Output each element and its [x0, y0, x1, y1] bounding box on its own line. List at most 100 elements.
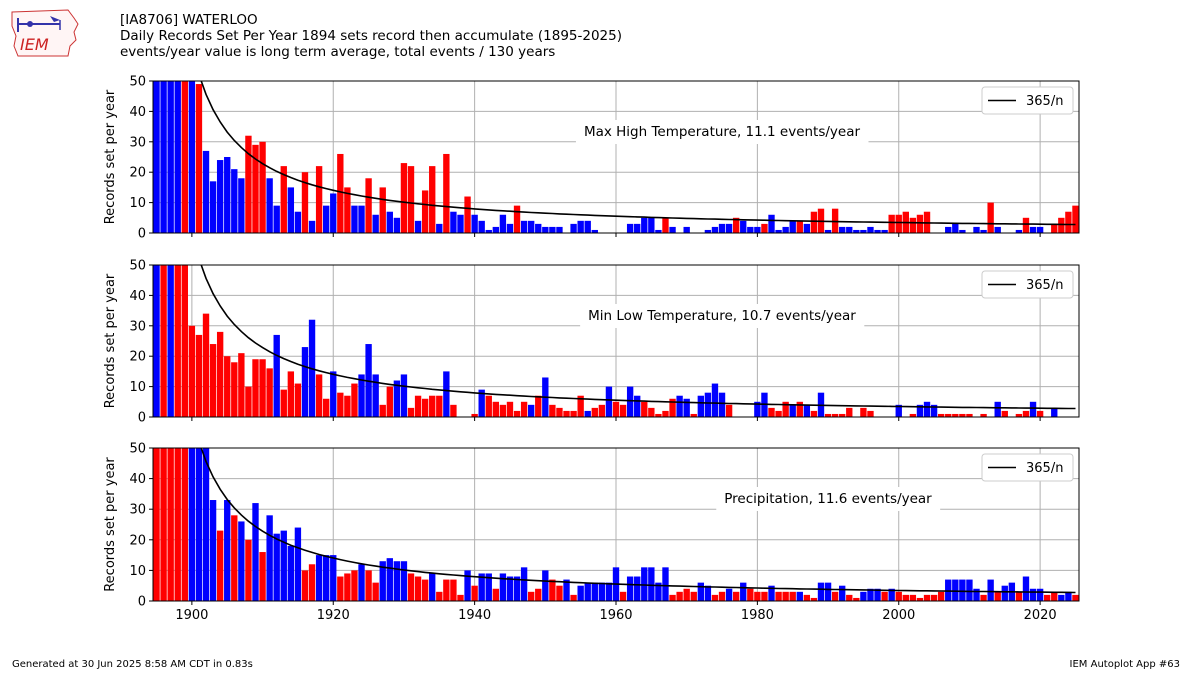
bar-1966: [655, 582, 662, 601]
x-tick-label: 1960: [599, 608, 632, 623]
bar-2019: [1029, 226, 1037, 233]
bar-2004: [923, 401, 931, 417]
legend-label: 365/n: [1026, 94, 1063, 109]
bar-1995: [860, 591, 867, 601]
panel-3: 0 10 20 30 40 50 1900 1920 1940 1960 1980 2000 2020 R…: [103, 442, 1080, 623]
bar-1976: [725, 404, 733, 417]
bar-2025: [1072, 594, 1079, 601]
bar-1920: [330, 555, 337, 601]
reference-curve: [200, 448, 1076, 594]
bar-2014: [994, 226, 1001, 233]
bar-2020: [1036, 226, 1044, 233]
bar-1916: [301, 570, 309, 601]
bar-1992: [839, 226, 846, 233]
bar-1962: [626, 386, 634, 417]
bar-1938: [457, 214, 464, 233]
panel-annotation: Max High Temperature, 11.1 events/year: [584, 124, 861, 140]
y-tick-label: 10: [129, 380, 146, 395]
y-tick-label: 30: [129, 319, 146, 334]
bar-1976: [725, 223, 733, 233]
bar-1984: [782, 591, 789, 601]
bar-1959: [605, 582, 613, 601]
bar-1999: [888, 588, 895, 601]
bar-1964: [641, 217, 648, 233]
bar-1928: [386, 211, 393, 233]
bar-1983: [775, 410, 782, 417]
bar-1927: [379, 561, 386, 601]
bar-1967: [662, 567, 669, 601]
bar-1987: [803, 404, 811, 417]
bar-1990: [824, 582, 832, 601]
bar-1896: [160, 448, 167, 601]
bar-1987: [803, 223, 811, 233]
bar-2006: [937, 591, 945, 601]
bar-1979: [747, 588, 754, 601]
bar-1924: [358, 374, 365, 417]
bar-1904: [216, 530, 224, 601]
bar-1917: [308, 220, 316, 233]
bar-2009: [959, 229, 966, 233]
bar-1954: [570, 594, 577, 601]
bar-1957: [591, 407, 598, 417]
bar-1929: [393, 380, 401, 417]
bar-1968: [669, 226, 676, 233]
bar-2024: [1065, 591, 1072, 601]
bar-1926: [372, 582, 379, 601]
y-axis-label: Records set per year: [103, 457, 118, 592]
bar-1897: [167, 265, 174, 417]
bar-1977: [732, 591, 740, 601]
bar-1915: [294, 383, 302, 417]
bar-1981: [761, 591, 768, 601]
bar-1986: [796, 220, 803, 233]
bar-1983: [775, 229, 782, 233]
bar-1908: [245, 386, 252, 417]
app-id: IEM Autoplot App #63: [1069, 659, 1180, 670]
bar-1895: [153, 448, 160, 601]
bar-1966: [655, 229, 662, 233]
bar-1935: [436, 223, 443, 233]
bar-2020: [1036, 588, 1044, 601]
bar-2002: [909, 594, 917, 601]
bar-1913: [280, 166, 287, 233]
y-tick-label: 40: [129, 289, 146, 304]
bar-1996: [867, 588, 874, 601]
bar-1921: [337, 576, 344, 601]
bar-1898: [174, 448, 181, 601]
generated-timestamp: Generated at 30 Jun 2025 8:58 AM CDT in …: [12, 659, 253, 670]
bar-1997: [874, 229, 881, 233]
bar-1923: [351, 205, 358, 233]
bar-1961: [619, 404, 627, 417]
bar-1949: [535, 223, 542, 233]
bar-1910: [259, 141, 266, 233]
bar-2022: [1051, 223, 1058, 233]
bar-2001: [902, 594, 909, 601]
bar-1946: [513, 410, 521, 417]
bar-1953: [563, 579, 570, 601]
bar-1956: [584, 220, 591, 233]
bar-1984: [782, 226, 789, 233]
bar-1945: [506, 223, 514, 233]
bar-1982: [768, 585, 775, 601]
bar-1907: [238, 178, 245, 233]
bar-1922: [344, 187, 351, 233]
bar-1938: [457, 594, 464, 601]
bar-2017: [1015, 413, 1023, 417]
bar-1983: [775, 591, 782, 601]
y-tick-label: 20: [129, 350, 146, 365]
bar-1913: [280, 530, 287, 601]
bar-1915: [294, 527, 302, 601]
bar-2020: [1036, 410, 1044, 417]
bar-1991: [831, 413, 839, 417]
bar-1915: [294, 211, 302, 233]
bar-1901: [195, 334, 203, 417]
bar-1969: [676, 395, 683, 417]
bar-1987: [803, 594, 811, 601]
bar-1908: [245, 539, 252, 601]
bar-1953: [563, 410, 570, 417]
bar-1929: [393, 561, 401, 601]
bar-2012: [980, 413, 987, 417]
bar-1962: [626, 576, 634, 601]
bar-1958: [598, 582, 606, 601]
bar-2003: [916, 404, 924, 417]
bar-2000: [895, 591, 902, 601]
